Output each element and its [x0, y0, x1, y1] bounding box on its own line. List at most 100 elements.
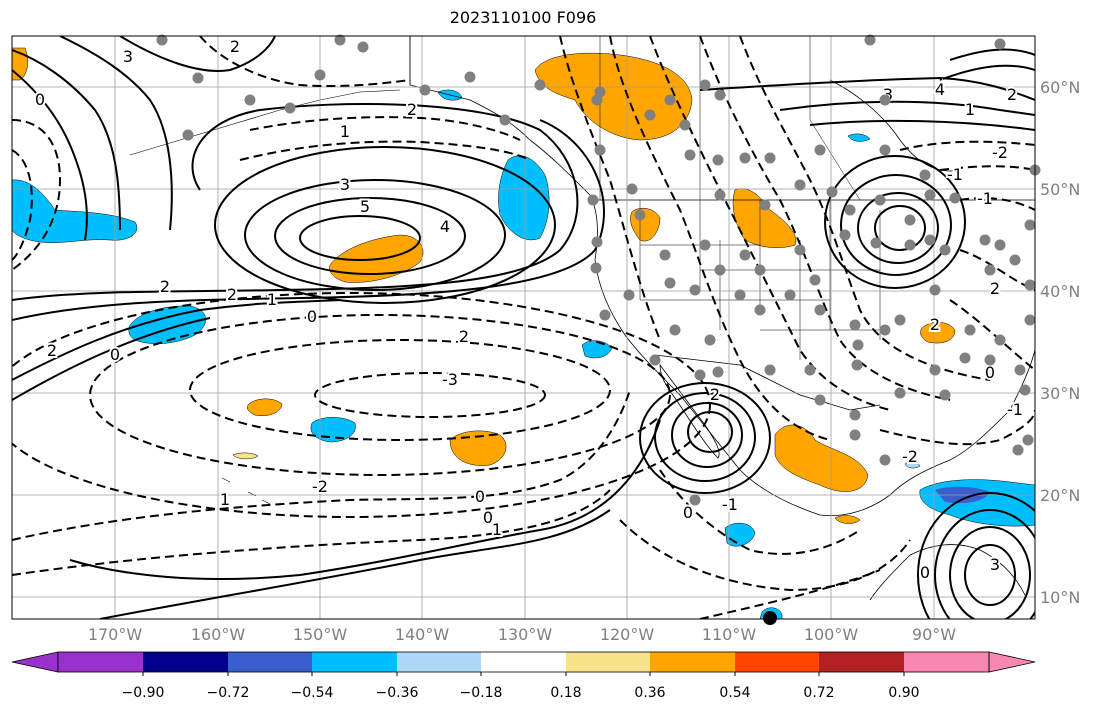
lon-label: 100°W — [804, 625, 859, 644]
contour-label: -1 — [722, 495, 738, 514]
positive-anomaly-region — [774, 424, 869, 492]
dashed-contour — [739, 36, 991, 381]
solid-contour — [12, 103, 579, 301]
contour-label: 0 — [920, 563, 930, 582]
station-dot — [714, 189, 726, 201]
contour-label: -3 — [442, 370, 458, 389]
positive-anomaly-region — [732, 188, 797, 248]
station-dot — [679, 119, 691, 131]
station-dot — [814, 394, 826, 406]
colorbar-segment — [397, 652, 481, 672]
north-america-coastline — [409, 36, 1035, 516]
colorbar-extend-high — [988, 651, 1036, 673]
station-dot — [809, 274, 821, 286]
station-dot — [1009, 254, 1021, 266]
longitude-labels: 170°W 160°W 150°W 140°W 130°W 120°W 110°… — [88, 625, 956, 644]
positive-anomaly-region — [834, 515, 861, 524]
dashed-contour — [609, 36, 831, 441]
solid-contour — [949, 48, 1035, 61]
contour-label: 0 — [683, 503, 693, 522]
canada-provinces — [409, 36, 861, 201]
station-dot — [939, 389, 951, 401]
dashed-contour — [249, 116, 521, 141]
solid-contour — [274, 197, 466, 275]
solid-contour — [671, 402, 743, 468]
station-dot — [870, 237, 882, 249]
station-dot — [754, 304, 766, 316]
station-dot — [894, 387, 906, 399]
station-dot — [534, 79, 546, 91]
shaded-anomalies — [12, 47, 1035, 619]
colorbar-segment — [58, 652, 143, 672]
station-dot — [852, 339, 864, 351]
solid-contour — [857, 192, 939, 264]
lon-label: 140°W — [395, 625, 450, 644]
station-dot — [591, 236, 603, 248]
contour-label: 3 — [990, 555, 1000, 574]
contour-label: 3 — [340, 175, 350, 194]
station-dot — [919, 169, 931, 181]
station-dot — [684, 149, 696, 161]
station-dot — [739, 152, 751, 164]
us-mexico-border — [654, 354, 881, 411]
dashed-contour — [12, 119, 62, 271]
station-dot — [754, 264, 766, 276]
colorbar-tick-label: −0.54 — [291, 685, 334, 701]
contours — [12, 36, 1035, 619]
colorbar-tick-label: 0.18 — [550, 685, 581, 701]
station-dot — [594, 86, 606, 98]
contour-label: -1 — [947, 165, 963, 184]
station-dots — [156, 34, 1041, 625]
contour-label: 1 — [220, 490, 230, 509]
station-dot — [714, 264, 726, 276]
solid-contour — [964, 544, 1016, 606]
colorbar-segment — [650, 652, 735, 672]
colorbar-segment — [228, 652, 312, 672]
station-dot — [904, 239, 916, 251]
contour-label: 2 — [47, 341, 57, 360]
negative-anomaly-region — [498, 155, 550, 240]
station-dot — [182, 129, 194, 141]
colorbar-segment — [566, 652, 650, 672]
station-dot — [704, 334, 716, 346]
station-dot — [357, 41, 369, 53]
lon-label: 150°W — [293, 625, 348, 644]
contour-label: 2 — [227, 285, 237, 304]
station-dot — [1019, 384, 1031, 396]
solid-contour — [874, 205, 926, 251]
station-dot — [712, 366, 724, 378]
lon-label: 160°W — [191, 625, 246, 644]
contour-label: 0 — [985, 363, 995, 382]
station-dot — [994, 239, 1006, 251]
station-dot — [794, 179, 806, 191]
station-dot — [764, 152, 776, 164]
station-dot — [879, 94, 891, 106]
negative-anomaly-region — [310, 417, 356, 443]
dashed-contour — [314, 372, 546, 418]
station-dot — [759, 199, 771, 211]
station-dot — [699, 239, 711, 251]
positive-anomaly-region — [232, 452, 259, 460]
lon-label: 170°W — [88, 625, 143, 644]
contour-label: 2 — [230, 37, 240, 56]
contour-label: 2 — [1007, 85, 1017, 104]
solid-contour — [214, 146, 556, 304]
station-dot — [712, 154, 724, 166]
negative-anomaly-region — [128, 305, 206, 344]
lon-label: 130°W — [498, 625, 553, 644]
latitude-labels: 60°N 50°N 40°N 30°N 20°N 10°N — [1040, 78, 1080, 607]
station-dot — [874, 194, 886, 206]
station-dot — [599, 309, 611, 321]
station-dot — [929, 364, 941, 376]
dashed-contour — [199, 36, 411, 88]
contour-label: 3 — [123, 47, 133, 66]
positive-anomaly-region — [247, 398, 283, 416]
lat-label: 30°N — [1040, 384, 1080, 403]
solid-contour — [809, 119, 1035, 131]
station-dot — [623, 289, 635, 301]
station-dot — [587, 194, 599, 206]
solid-contour — [639, 382, 771, 494]
station-dot — [659, 249, 671, 261]
colorbar-tick-label: 0.72 — [803, 685, 834, 701]
station-dot — [784, 289, 796, 301]
